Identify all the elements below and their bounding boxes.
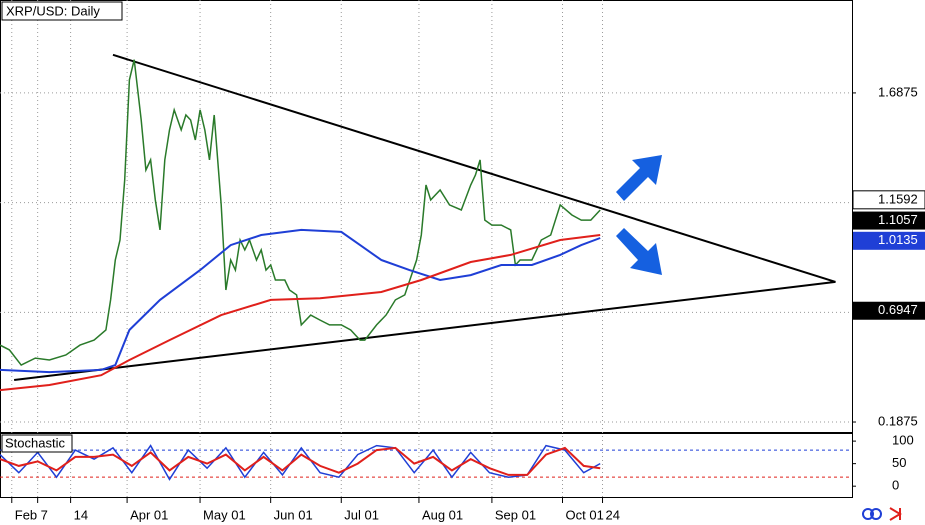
price-tag-label: 1.0135 (878, 232, 918, 247)
series-line (0, 59, 601, 367)
y-tick-label: 0.1875 (878, 413, 918, 428)
x-tick-label: May 01 (203, 507, 246, 522)
link-icon[interactable] (870, 508, 882, 520)
x-tick-label: 14 (74, 507, 88, 522)
series-line (0, 446, 601, 476)
stochastic-title-box (1, 434, 73, 453)
y-tick-label: 1.6875 (878, 84, 918, 99)
x-tick-label: Jul 01 (344, 507, 379, 522)
x-tick-label: Oct 01 (566, 507, 604, 522)
trendline (14, 280, 836, 381)
chart-title: XRP/USD: Daily (6, 3, 100, 18)
x-tick-label: Apr 01 (130, 507, 168, 522)
y-tick-label: 50 (892, 455, 906, 470)
price-tag (853, 211, 925, 230)
stochastic-title: Stochastic (5, 435, 65, 450)
x-tick-label: Jun 01 (274, 507, 313, 522)
x-tick-label: 24 (606, 507, 620, 522)
bottom-icons (862, 507, 902, 521)
series-line (0, 228, 601, 374)
x-tick-label: Feb (15, 507, 37, 522)
trendline (112, 53, 836, 283)
series-line (0, 234, 601, 392)
stochastic-pane (0, 433, 853, 498)
up-arrow (616, 155, 662, 201)
price-tag-label: 0.6947 (878, 302, 918, 317)
x-tick-label: Sep 01 (495, 507, 536, 522)
x-tick-label: 7 (41, 507, 48, 522)
down-arrow (616, 228, 662, 275)
title-box (1, 1, 123, 21)
price-tag-label: 1.1057 (878, 212, 918, 227)
breakout-arrows (616, 155, 662, 275)
price-tag (853, 231, 925, 250)
price-tag-label: 1.1592 (878, 191, 918, 206)
link-icon[interactable] (862, 508, 874, 520)
y-tick-label: 100 (892, 433, 914, 448)
price-tag (852, 190, 925, 210)
scroll-end-icon[interactable] (889, 507, 902, 521)
price-tag (853, 301, 925, 320)
x-tick-label: Aug 01 (422, 507, 463, 522)
y-tick-label: 0 (892, 478, 899, 493)
price-pane (0, 0, 853, 433)
